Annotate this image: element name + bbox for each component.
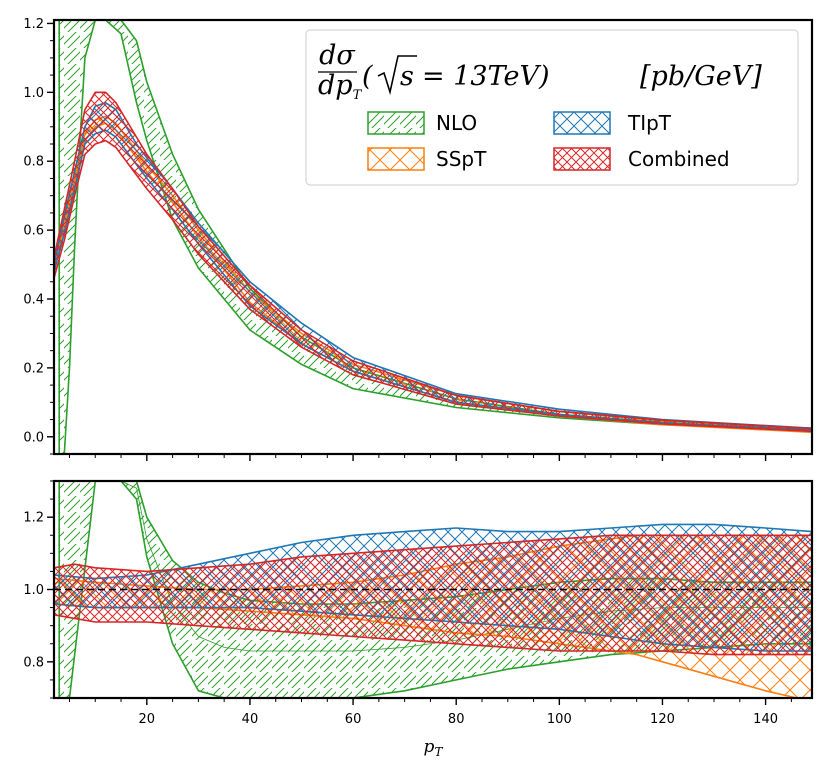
bottom-ytick-label: 1.0 [23, 583, 44, 598]
legend-title-sqrt-sign [377, 55, 417, 96]
legend-label-tipt: TIpT [627, 111, 672, 135]
legend-entry-nlo: NLO [367, 111, 477, 135]
legend-title-energy: = 13TeV) [422, 61, 550, 92]
bottom-ytick-label: 0.8 [23, 655, 44, 670]
top-ytick-label: 1.0 [23, 86, 44, 101]
legend: dσ dpT ( s = 13TeV) [pb/GeV] NLO SSpT TI… [305, 29, 799, 186]
bottom-ytick-label: 1.2 [23, 511, 44, 526]
xtick-label: 120 [650, 712, 675, 727]
legend-swatch-tipt [553, 111, 611, 135]
legend-entry-combined: Combined [553, 147, 730, 171]
legend-label-combined: Combined [628, 147, 730, 171]
xtick-label: 20 [139, 712, 156, 727]
bottom-y-axis: 0.8 1.0 1.2 [23, 480, 54, 699]
top-ytick-label: 1.2 [23, 17, 44, 32]
legend-entry-tipt: TIpT [553, 111, 672, 135]
top-panel: 0.0 0.2 0.4 0.6 0.8 1.0 1.2 dσ dpT ( s = 13TeV… [23, 17, 814, 461]
top-ytick-label: 0.6 [23, 224, 44, 239]
xtick-label: 100 [547, 712, 572, 727]
legend-label-sspt: SSpT [436, 147, 487, 171]
bottom-band-combined [54, 534, 812, 656]
legend-title-units: [pb/GeV] [640, 61, 762, 92]
xtick-label: 60 [345, 712, 362, 727]
bottom-series-layer [54, 481, 812, 698]
legend-swatch-sspt [367, 147, 425, 171]
legend-frame [305, 29, 799, 186]
top-ytick-label: 0.2 [23, 361, 44, 376]
top-series-layer [54, 20, 812, 454]
legend-title-denominator: dpT [318, 70, 363, 103]
top-ytick-label: 0.8 [23, 155, 44, 170]
top-ytick-label: 0.4 [23, 293, 44, 308]
legend-swatch-combined [553, 147, 611, 171]
legend-entry-sspt: SSpT [367, 147, 487, 171]
xtick-label: 140 [753, 712, 778, 727]
top-x-ticks [68, 454, 792, 461]
top-axes-frame [52, 18, 814, 456]
xtick-label: 80 [448, 712, 465, 727]
x-axis-label: pT [424, 737, 444, 759]
top-y-axis: 0.0 0.2 0.4 0.6 0.8 1.0 1.2 [23, 17, 54, 455]
legend-title: dσ dpT ( s = 13TeV) [pb/GeV] [318, 40, 762, 103]
legend-label-nlo: NLO [436, 111, 477, 135]
top-band-combined [54, 91, 812, 433]
legend-title-numerator: dσ [319, 40, 356, 71]
legend-swatch-nlo [367, 111, 425, 135]
bottom-panel: 0.8 1.0 1.2 20 40 60 80 100 120 140 pT [23, 479, 814, 759]
xtick-label: 40 [242, 712, 259, 727]
top-ytick-label: 0.0 [23, 430, 44, 445]
legend-title-paren: ( [362, 61, 374, 92]
bottom-x-axis: 20 40 60 80 100 120 140 [68, 698, 792, 727]
legend-title-sqrt-arg: s [400, 61, 414, 92]
